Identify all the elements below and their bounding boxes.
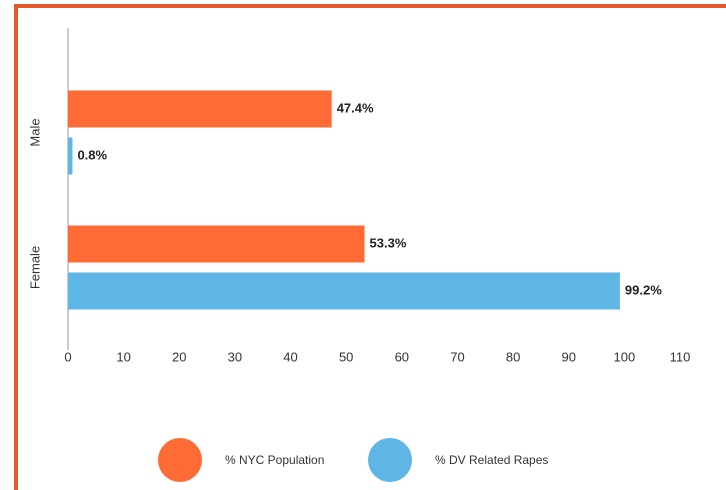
value-label: 53.3% [370,235,407,250]
value-label: 47.4% [337,100,374,115]
x-tick-label: 60 [395,349,409,364]
x-tick-label: 90 [561,349,575,364]
x-tick-label: 40 [283,349,297,364]
x-tick-label: 30 [228,349,242,364]
x-tick-label: 100 [614,349,636,364]
x-tick-label: 80 [506,349,520,364]
legend-label: % DV Related Rapes [435,453,548,467]
bar [68,225,365,263]
x-tick-label: 110 [670,349,691,364]
x-tick-label: 0 [64,349,71,364]
x-tick-label: 70 [450,349,464,364]
bar [68,137,73,175]
bar [68,90,332,128]
x-tick-label: 20 [172,349,186,364]
legend-label: % NYC Population [225,453,324,467]
value-label: 99.2% [625,282,662,297]
y-tick-label: Male [27,118,42,146]
legend-swatch [158,438,202,482]
legend-swatch [368,438,412,482]
x-tick-label: 10 [116,349,130,364]
bar [68,272,620,310]
y-tick-label: Female [27,246,42,289]
x-tick-label: 50 [339,349,353,364]
value-label: 0.8% [77,147,107,162]
